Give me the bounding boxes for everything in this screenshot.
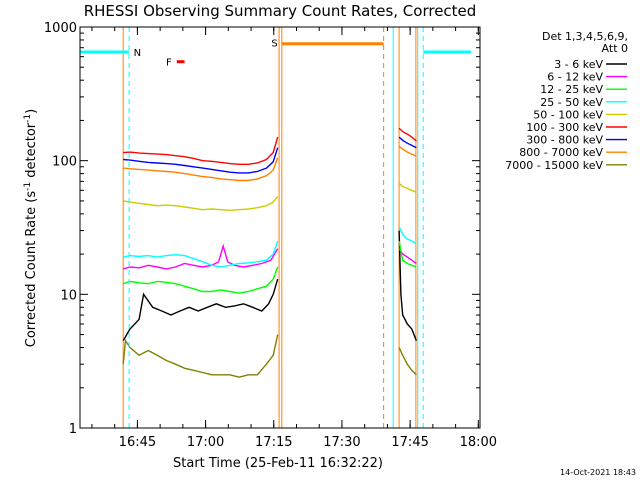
night-label: N [134, 48, 141, 59]
series-6-segment-0 [123, 147, 279, 174]
y-tick-label-3: 1000 [44, 21, 77, 36]
legend-label-0: 3 - 6 keV [554, 58, 603, 71]
legend-label-6: 300 - 800 keV [526, 134, 603, 147]
series-3-segment-0 [123, 240, 279, 268]
series-0-segment-0 [122, 278, 279, 342]
series-2-segment-0 [122, 266, 279, 294]
legend-label-3: 25 - 50 keV [540, 96, 603, 109]
x-tick-label-1: 17:00 [187, 435, 224, 450]
series-5-segment-0 [123, 136, 279, 165]
plot-marks: N S F [80, 27, 471, 428]
footer-timestamp: 14-Oct-2021 18:43 [560, 468, 636, 477]
y-tick-label-2: 100 [52, 155, 77, 170]
series-6-segment-1 [398, 136, 417, 149]
series-2-segment-1 [398, 240, 417, 268]
x-tick-label-2: 17:15 [255, 435, 292, 450]
legend-label-7: 800 - 7000 keV [519, 146, 603, 159]
flare-label: F [166, 58, 172, 69]
series-8-segment-1 [398, 347, 417, 376]
series-3-segment-1 [398, 226, 417, 245]
x-tick-label-4: 17:45 [391, 435, 428, 450]
legend-label-1: 6 - 12 keV [547, 71, 603, 84]
x-tick-label-3: 17:30 [323, 435, 360, 450]
y-axis-label: Corrected Count Rate (s-1 detector-1) [23, 109, 39, 347]
legend-label-2: 12 - 25 keV [540, 83, 603, 96]
series-0-segment-1 [398, 230, 418, 341]
series-7-segment-0 [123, 157, 279, 182]
y-tick-label-0: 1 [69, 422, 77, 437]
legend-label-8: 7000 - 15000 keV [505, 159, 603, 172]
saa-label: S [271, 39, 277, 50]
x-tick-label-5: 18:00 [460, 435, 497, 450]
legend-header-line-1: Det 1,3,4,5,6,9, [542, 30, 628, 43]
series-1-segment-0 [123, 243, 279, 270]
plot-frame [79, 26, 481, 429]
series-8-segment-0 [122, 334, 279, 378]
series-7-segment-1 [398, 145, 417, 157]
legend-label-5: 100 - 300 keV [526, 121, 603, 134]
legend-header-line-2: Att 0 [602, 42, 628, 55]
chart-title: RHESSI Observing Summary Count Rates, Co… [84, 2, 477, 20]
series-5-segment-1 [398, 127, 417, 142]
series-4-segment-0 [123, 195, 279, 212]
x-axis-label: Start Time (25-Feb-11 16:32:22) [173, 456, 383, 471]
legend-label-4: 50 - 100 keV [533, 108, 603, 121]
x-axis: 16:45 17:00 17:15 17:30 17:45 18:00 [91, 27, 497, 450]
x-tick-label-0: 16:45 [119, 435, 156, 450]
series-4-segment-1 [398, 182, 417, 193]
y-tick-label-1: 10 [60, 288, 77, 303]
y-axis: 1 10 100 1000 [44, 21, 480, 437]
